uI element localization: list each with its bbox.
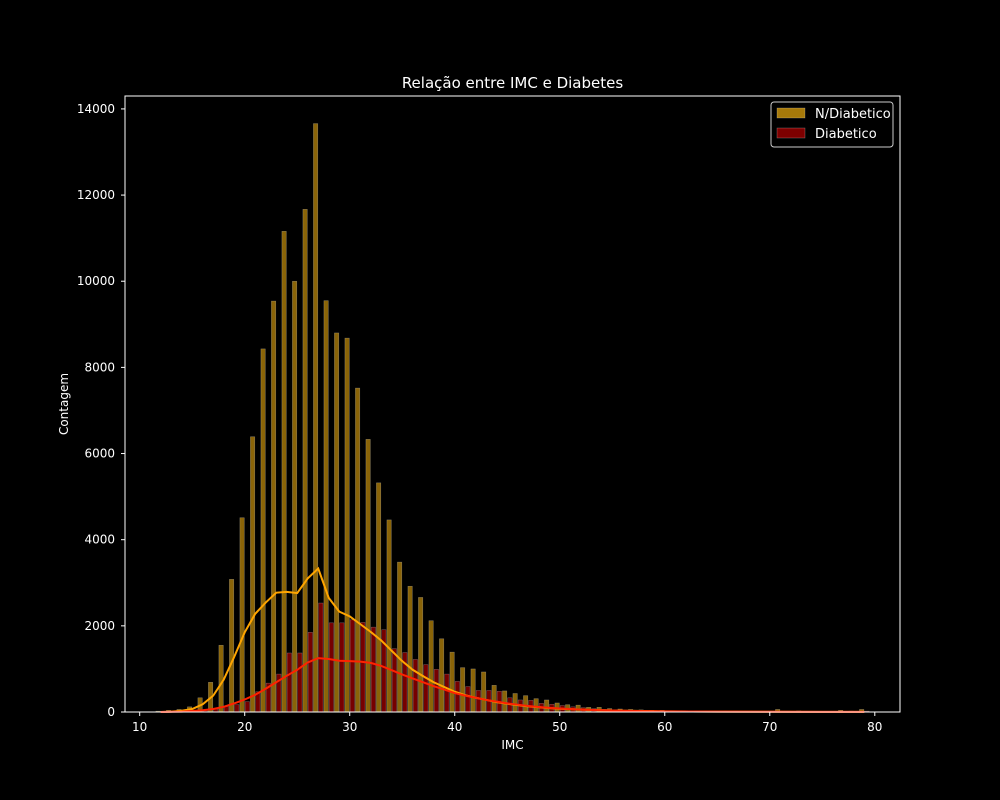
bar-diabetico-38 — [433, 669, 439, 713]
plot-frame — [124, 95, 901, 713]
legend-label-diabetico: Diabetico — [815, 127, 877, 142]
bar-ndiabetico-31 — [355, 387, 361, 713]
y-tick-label-8000: 8000 — [84, 360, 115, 374]
y-tick-label-2000: 2000 — [84, 619, 115, 633]
bar-ndiabetico-27 — [313, 123, 319, 713]
x-tick-label-30: 30 — [342, 720, 357, 734]
bar-ndiabetico-34 — [386, 519, 392, 713]
bar-ndiabetico-42 — [470, 668, 476, 713]
y-tick-label-6000: 6000 — [84, 447, 115, 461]
bar-ndiabetico-20 — [239, 517, 245, 713]
bar-diabetico-29 — [339, 622, 345, 713]
bar-ndiabetico-33 — [376, 482, 382, 713]
bar-ndiabetico-19 — [229, 579, 235, 713]
bar-ndiabetico-29 — [334, 332, 340, 713]
y-tick-label-4000: 4000 — [84, 533, 115, 547]
bar-diabetico-26 — [307, 632, 313, 713]
bar-ndiabetico-45 — [502, 690, 508, 713]
bar-ndiabetico-46 — [512, 693, 518, 713]
legend-label-ndiabetico: N/Diabetico — [815, 107, 891, 122]
bar-ndiabetico-37 — [418, 597, 424, 713]
bar-ndiabetico-40 — [449, 651, 455, 713]
bar-diabetico-24 — [286, 652, 292, 713]
bar-ndiabetico-32 — [365, 439, 371, 713]
y-tick-label-14000: 14000 — [77, 102, 115, 116]
x-axis-label: IMC — [501, 738, 523, 752]
bar-ndiabetico-21 — [250, 436, 256, 713]
bar-ndiabetico-30 — [344, 337, 350, 713]
kde-line-diabetico — [160, 657, 865, 713]
bar-ndiabetico-43 — [481, 671, 487, 713]
bar-ndiabetico-36 — [407, 585, 413, 713]
bar-ndiabetico-25 — [292, 280, 298, 713]
bar-ndiabetico-47 — [523, 695, 529, 713]
legend-swatch-diabetico — [776, 127, 806, 139]
bar-diabetico-39 — [444, 673, 450, 713]
bar-ndiabetico-44 — [491, 685, 497, 713]
bar-diabetico-37 — [423, 664, 429, 713]
x-tick-label-80: 80 — [867, 720, 882, 734]
bar-diabetico-42 — [475, 690, 481, 713]
bar-ndiabetico-24 — [281, 231, 287, 713]
bar-ndiabetico-28 — [323, 300, 329, 713]
bar-diabetico-31 — [360, 622, 366, 713]
bar-diabetico-34 — [391, 648, 397, 713]
chart-title: Relação entre IMC e Diabetes — [402, 74, 624, 92]
y-tick-label-0: 0 — [107, 705, 115, 719]
bar-ndiabetico-35 — [397, 561, 403, 713]
bar-diabetico-36 — [412, 659, 418, 713]
bar-ndiabetico-39 — [439, 638, 445, 713]
bar-diabetico-32 — [370, 626, 376, 713]
bar-diabetico-30 — [349, 619, 355, 713]
x-tick-label-60: 60 — [657, 720, 672, 734]
bar-ndiabetico-41 — [460, 667, 466, 713]
bar-diabetico-20 — [244, 701, 250, 713]
y-axis-label: Contagem — [57, 373, 71, 435]
y-tick-label-10000: 10000 — [77, 274, 115, 288]
legend-swatch-ndiabetico — [776, 107, 806, 119]
bar-diabetico-25 — [297, 652, 303, 713]
x-tick-label-40: 40 — [447, 720, 462, 734]
bar-ndiabetico-49 — [544, 699, 550, 713]
x-tick-label-20: 20 — [237, 720, 252, 734]
x-tick-label-70: 70 — [762, 720, 777, 734]
bar-ndiabetico-23 — [271, 300, 277, 713]
bar-ndiabetico-48 — [533, 698, 539, 713]
x-tick-label-50: 50 — [552, 720, 567, 734]
bar-ndiabetico-38 — [428, 620, 434, 713]
bar-diabetico-41 — [465, 686, 471, 713]
bar-ndiabetico-26 — [302, 209, 308, 713]
y-tick-label-12000: 12000 — [77, 188, 115, 202]
x-tick-label-10: 10 — [132, 720, 147, 734]
bar-diabetico-40 — [454, 681, 460, 713]
bar-ndiabetico-22 — [260, 348, 266, 713]
bar-diabetico-19 — [234, 704, 240, 713]
bar-diabetico-28 — [328, 622, 334, 713]
bar-ndiabetico-18 — [218, 644, 224, 713]
axes: 10 20 30 40 50 60 70 80 0 2000 4000 6000 8000 10000 12… — [77, 102, 883, 734]
legend: N/Diabetico Diabetico — [770, 101, 894, 148]
